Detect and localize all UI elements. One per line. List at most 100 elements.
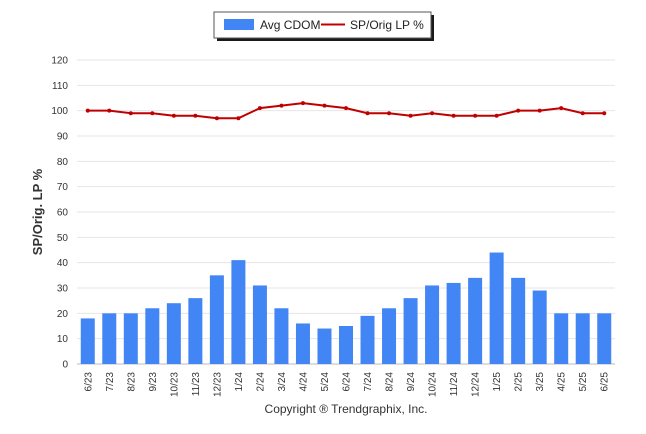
y-tick-label: 50 — [57, 233, 69, 244]
x-tick-label: 10/23 — [169, 372, 180, 397]
bar-avg-cdom — [231, 260, 246, 364]
bar-avg-cdom — [468, 277, 483, 364]
bar-avg-cdom — [446, 282, 461, 364]
point-sp-orig-lp — [387, 111, 392, 116]
point-sp-orig-lp — [344, 106, 348, 111]
point-sp-orig-lp — [430, 111, 435, 116]
x-tick-label: 12/24 — [471, 372, 482, 397]
bar-avg-cdom — [80, 318, 95, 364]
x-tick-label: 10/24 — [428, 372, 439, 397]
point-sp-orig-lp — [128, 111, 133, 116]
bar-avg-cdom — [532, 290, 547, 364]
bar-avg-cdom — [145, 308, 160, 364]
bar-avg-cdom — [295, 323, 310, 364]
bar-avg-cdom — [123, 313, 138, 364]
bar-avg-cdom — [339, 326, 353, 364]
bar-avg-cdom — [102, 313, 117, 364]
bar-avg-cdom — [597, 313, 612, 364]
y-axis-title: SP/Orig. LP % — [30, 168, 45, 255]
x-tick-label: 4/25 — [557, 372, 568, 392]
y-tick-label: 100 — [51, 106, 68, 117]
x-axis-ticks: 6/23 7/23 8/23 9/23 10/23 11/23 12/23 1/24 2/24 3… — [83, 372, 610, 397]
y-tick-label: 10 — [57, 334, 69, 345]
x-tick-label: 1/24 — [234, 372, 245, 392]
point-sp-orig-lp — [365, 111, 370, 116]
point-sp-orig-lp — [214, 116, 219, 121]
bar-avg-cdom — [489, 252, 504, 364]
x-tick-label: 3/25 — [535, 372, 546, 392]
point-sp-orig-lp — [494, 113, 499, 118]
gridlines — [77, 59, 615, 365]
x-tick-label: 2/24 — [255, 372, 266, 392]
bar-avg-cdom — [425, 285, 440, 364]
y-tick-label: 70 — [57, 182, 69, 193]
point-sp-orig-lp — [107, 108, 112, 113]
y-tick-label: 20 — [57, 309, 69, 320]
point-sp-orig-lp — [516, 108, 521, 113]
y-tick-label: 30 — [57, 284, 69, 295]
x-tick-label: 8/23 — [126, 372, 137, 392]
point-sp-orig-lp — [257, 106, 262, 111]
bar-avg-cdom — [554, 313, 569, 364]
y-tick-label: 80 — [57, 157, 69, 168]
point-sp-orig-lp — [236, 116, 241, 121]
y-tick-label: 120 — [51, 56, 68, 67]
legend-swatch-avg-cdom — [224, 19, 254, 30]
y-tick-label: 40 — [57, 258, 69, 269]
point-sp-orig-lp — [193, 113, 198, 118]
bar-avg-cdom — [188, 298, 203, 364]
bar-avg-cdom — [360, 315, 375, 364]
x-tick-label: 9/24 — [406, 372, 417, 392]
bar-avg-cdom — [511, 277, 526, 364]
bar-avg-cdom — [382, 308, 397, 364]
point-sp-orig-lp — [85, 108, 90, 113]
x-tick-label: 6/25 — [600, 372, 611, 392]
bar-avg-cdom — [274, 308, 289, 364]
point-sp-orig-lp — [279, 103, 284, 108]
y-tick-label: 60 — [57, 208, 69, 219]
bar-avg-cdom — [575, 313, 590, 364]
y-tick-label: 0 — [62, 360, 68, 371]
bar-avg-cdom — [317, 328, 332, 364]
x-tick-label: 6/23 — [83, 372, 94, 392]
x-tick-label: 9/23 — [148, 372, 159, 392]
x-tick-label: 6/24 — [342, 372, 353, 392]
x-tick-label: 2/25 — [514, 372, 525, 392]
point-sp-orig-lp — [171, 113, 176, 118]
x-tick-label: 12/23 — [212, 372, 223, 397]
bar-avg-cdom — [252, 285, 267, 364]
point-sp-orig-lp — [537, 108, 542, 113]
bar-avg-cdom — [166, 303, 181, 364]
x-tick-label: 8/24 — [385, 372, 396, 392]
line-series — [85, 101, 607, 121]
bar-avg-cdom — [209, 275, 224, 364]
point-sp-orig-lp — [602, 111, 607, 116]
bar-avg-cdom — [403, 298, 418, 364]
point-sp-orig-lp — [408, 113, 413, 118]
x-tick-label: 4/24 — [298, 372, 309, 392]
point-sp-orig-lp — [300, 101, 305, 106]
x-tick-label: 7/23 — [105, 372, 116, 392]
point-sp-orig-lp — [150, 111, 155, 116]
x-tick-label: 1/25 — [492, 372, 503, 392]
copyright-credit: Copyright ® Trendgraphix, Inc. — [265, 402, 428, 416]
x-tick-label: 11/23 — [191, 372, 202, 397]
y-tick-label: 110 — [52, 81, 68, 92]
point-sp-orig-lp — [473, 113, 478, 118]
legend-label-sp-orig-lp: SP/Orig LP % — [350, 18, 424, 32]
x-tick-label: 5/24 — [320, 372, 331, 392]
point-sp-orig-lp — [451, 113, 456, 118]
legend-label-avg-cdom: Avg CDOM — [260, 18, 320, 32]
y-axis-ticks: 0 10 20 30 40 50 60 70 80 90 100 110 120 — [51, 56, 68, 371]
legend: Avg CDOM SP/Orig LP % — [213, 11, 434, 41]
y-tick-label: 90 — [57, 132, 69, 143]
x-tick-label: 11/24 — [449, 372, 460, 397]
point-sp-orig-lp — [580, 111, 585, 116]
point-sp-orig-lp — [322, 103, 327, 108]
x-tick-label: 3/24 — [277, 372, 288, 392]
point-sp-orig-lp — [559, 106, 564, 111]
bar-series — [80, 252, 612, 364]
x-tick-label: 7/24 — [363, 372, 374, 392]
x-tick-label: 5/25 — [578, 372, 589, 392]
